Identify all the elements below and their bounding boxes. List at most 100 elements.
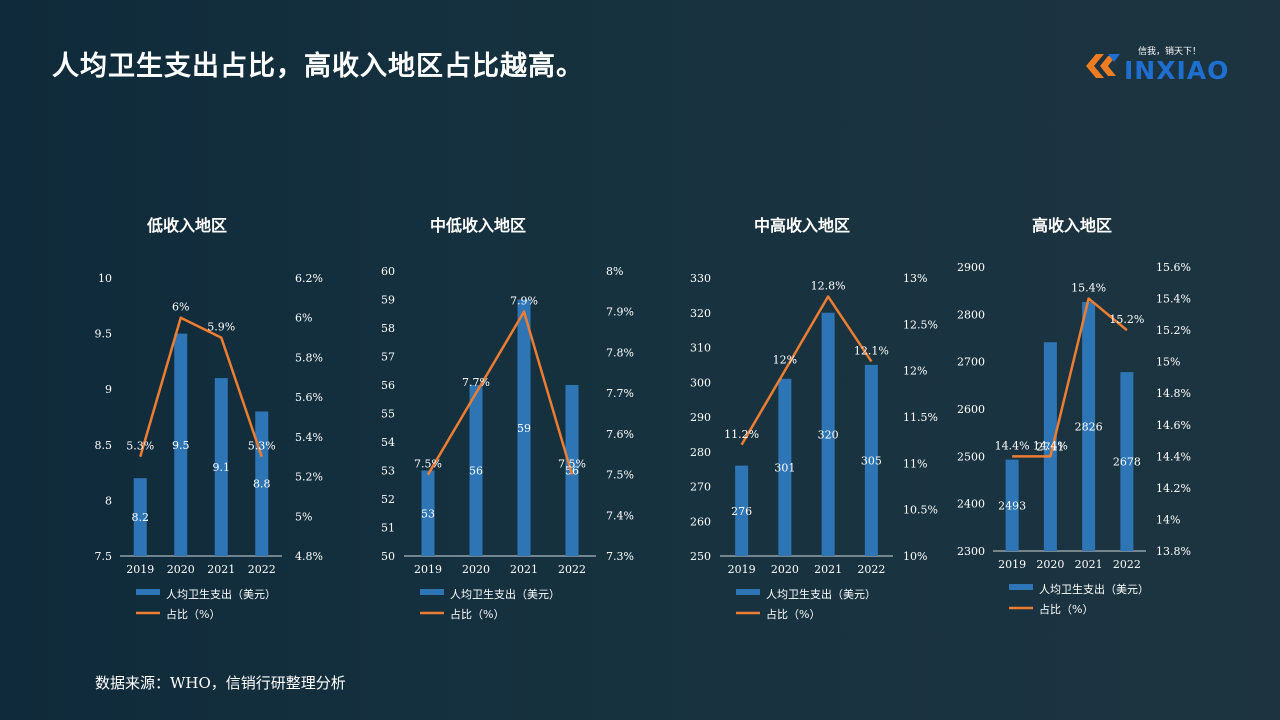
chart-3-x-tick: 2019 bbox=[728, 563, 756, 576]
charts-canvas: 低收入地区 7.5 8 8.5 9 9.5 10 4.8% 5% 5.2% 5.4% 5.6% 5.8%… bbox=[95, 216, 1191, 621]
chart-2-left-tick: 53 bbox=[381, 465, 395, 478]
chart-1-left-tick: 9.5 bbox=[95, 328, 113, 341]
chart-1-right-tick: 6% bbox=[295, 312, 312, 325]
chart-4-legend-line-label: 占比（%） bbox=[1039, 602, 1093, 616]
chart-3-x-tick: 2021 bbox=[814, 563, 842, 576]
chart-4-bar-label: 2678 bbox=[1113, 456, 1141, 469]
chart-1-right-tick: 5% bbox=[295, 510, 312, 523]
chart-2-right-tick: 7.5% bbox=[606, 469, 634, 482]
chart-4-bar-label: 2741 bbox=[1036, 441, 1064, 454]
chart-1-left-tick: 9 bbox=[105, 383, 112, 396]
chart-1-legend-bar-swatch bbox=[136, 589, 160, 595]
chart-3-left-tick: 300 bbox=[690, 376, 711, 389]
chart-3-bar bbox=[735, 465, 749, 556]
data-source-note: 数据来源：WHO，信销行研整理分析 bbox=[95, 674, 346, 692]
chart-3-line-label: 11.2% bbox=[724, 428, 759, 441]
chart-1-right-tick: 5.8% bbox=[295, 351, 323, 364]
chart-1-right-tick: 6.2% bbox=[295, 272, 323, 285]
chart-2-legend-bar-swatch bbox=[420, 589, 444, 595]
chart-2-bar-label: 59 bbox=[517, 422, 531, 435]
chart-3-right-tick: 11% bbox=[903, 457, 927, 470]
chart-4-line-label: 15.2% bbox=[1109, 313, 1144, 326]
page-title: 人均卫生支出占比，高收入地区占比越高。 bbox=[52, 51, 584, 82]
chart-3-left-tick: 270 bbox=[690, 481, 711, 494]
chart-4-legend-bar-swatch bbox=[1009, 584, 1033, 590]
chart-3-left-tick: 250 bbox=[690, 550, 711, 563]
chart-1-left-tick: 8.5 bbox=[95, 439, 113, 452]
chart-1-bar-label: 9.5 bbox=[172, 439, 190, 452]
chart-2-x-tick: 2019 bbox=[414, 563, 442, 576]
chart-2-left-tick: 52 bbox=[381, 493, 395, 506]
chart-4-bar bbox=[1005, 459, 1019, 551]
chart-3-x-tick: 2022 bbox=[857, 563, 885, 576]
chart-2-legend-bar-label: 人均卫生支出（美元） bbox=[450, 587, 560, 601]
chart-1-right-tick: 5.6% bbox=[295, 391, 323, 404]
chart-4-bar bbox=[1120, 372, 1134, 551]
chart-2-line-label: 7.9% bbox=[510, 295, 538, 308]
logo-wordmark: INXIAO bbox=[1124, 56, 1230, 85]
chart-2-bar bbox=[517, 299, 531, 556]
chart-2-title: 中低收入地区 bbox=[430, 216, 526, 235]
chart-2-left-tick: 50 bbox=[381, 550, 395, 563]
chart-3-left-tick: 260 bbox=[690, 515, 711, 528]
chart-3-left-tick: 310 bbox=[690, 342, 711, 355]
chart-1-left-tick: 10 bbox=[98, 272, 112, 285]
chart-2-right-tick: 7.3% bbox=[606, 550, 634, 563]
chart-4-right-tick: 14.8% bbox=[1156, 387, 1191, 400]
chart-4-right-tick: 15% bbox=[1156, 356, 1180, 369]
chart-1-legend-bar-label: 人均卫生支出（美元） bbox=[166, 587, 276, 601]
brand-logo: 信我，销天下！ INXIAO bbox=[1086, 44, 1246, 86]
chart-3-bar-label: 305 bbox=[861, 454, 882, 467]
chart-3-right-tick: 10% bbox=[903, 550, 927, 563]
chart-3-left-tick: 280 bbox=[690, 446, 711, 459]
chart-4-line-label: 15.4% bbox=[1071, 282, 1106, 295]
chart-4-title: 高收入地区 bbox=[1032, 216, 1112, 235]
chart-1-bar-label: 8.8 bbox=[253, 478, 271, 491]
chart-4-bar-label: 2493 bbox=[998, 499, 1026, 512]
chart-1-line-label: 5.3% bbox=[248, 440, 276, 453]
chart-3-line-label: 12% bbox=[773, 354, 797, 367]
chart-1-bar-label: 9.1 bbox=[213, 461, 231, 474]
chart-3-bar-label: 301 bbox=[774, 461, 795, 474]
chart-2-line-label: 7.7% bbox=[462, 376, 490, 389]
chart-4-left-tick: 2900 bbox=[957, 261, 985, 274]
chart-3-legend-bar-label: 人均卫生支出（美元） bbox=[766, 587, 876, 601]
chart-4-right-tick: 15.2% bbox=[1156, 324, 1191, 337]
chart-4-x-tick: 2020 bbox=[1036, 558, 1064, 571]
chart-2-bar-label: 53 bbox=[421, 507, 435, 520]
chart-3-bar bbox=[778, 378, 792, 556]
chart-3-line-series bbox=[740, 295, 873, 446]
chart-1-line-label: 5.3% bbox=[126, 440, 154, 453]
chart-3-x-tick: 2020 bbox=[771, 563, 799, 576]
chart-3-right-tick: 12% bbox=[903, 365, 927, 378]
chart-2-left-tick: 55 bbox=[381, 408, 395, 421]
chart-4-x-tick: 2021 bbox=[1075, 558, 1103, 571]
chart-2-right-tick: 7.4% bbox=[606, 509, 634, 522]
chart-3-legend-line-label: 占比（%） bbox=[766, 607, 820, 621]
chart-2-bar bbox=[421, 470, 435, 556]
chart-2-left-tick: 56 bbox=[381, 379, 395, 392]
chart-3-bar-label: 320 bbox=[818, 428, 839, 441]
chart-2-bar bbox=[469, 385, 483, 556]
chart-1-right-tick: 5.4% bbox=[295, 431, 323, 444]
chart-1-x-tick: 2022 bbox=[248, 563, 276, 576]
chart-4-right-tick: 14.6% bbox=[1156, 419, 1191, 432]
chart-3-right-tick: 11.5% bbox=[903, 411, 938, 424]
chart-2-line-label: 7.5% bbox=[558, 458, 586, 471]
chart-2-line-series bbox=[426, 310, 574, 476]
chart-3-right-tick: 13% bbox=[903, 272, 927, 285]
chart-4-x-tick: 2022 bbox=[1113, 558, 1141, 571]
chart-2-line-label: 7.5% bbox=[414, 458, 442, 471]
chart-1-bar-label: 8.2 bbox=[132, 511, 150, 524]
chart-3-line-label: 12.1% bbox=[854, 344, 889, 357]
chart-1-x-tick: 2019 bbox=[126, 563, 154, 576]
chart-4-right-tick: 14.4% bbox=[1156, 450, 1191, 463]
chart-3-legend-bar-swatch bbox=[736, 589, 760, 595]
chart-2-right-tick: 7.9% bbox=[606, 306, 634, 319]
chart-1-x-tick: 2021 bbox=[207, 563, 235, 576]
chart-1-line-series bbox=[139, 316, 263, 458]
chart-4-left-tick: 2600 bbox=[957, 403, 985, 416]
chart-4-right-tick: 14.2% bbox=[1156, 482, 1191, 495]
logo-tagline: 信我，销天下！ bbox=[1138, 47, 1202, 57]
chart-2-left-tick: 51 bbox=[381, 522, 395, 535]
